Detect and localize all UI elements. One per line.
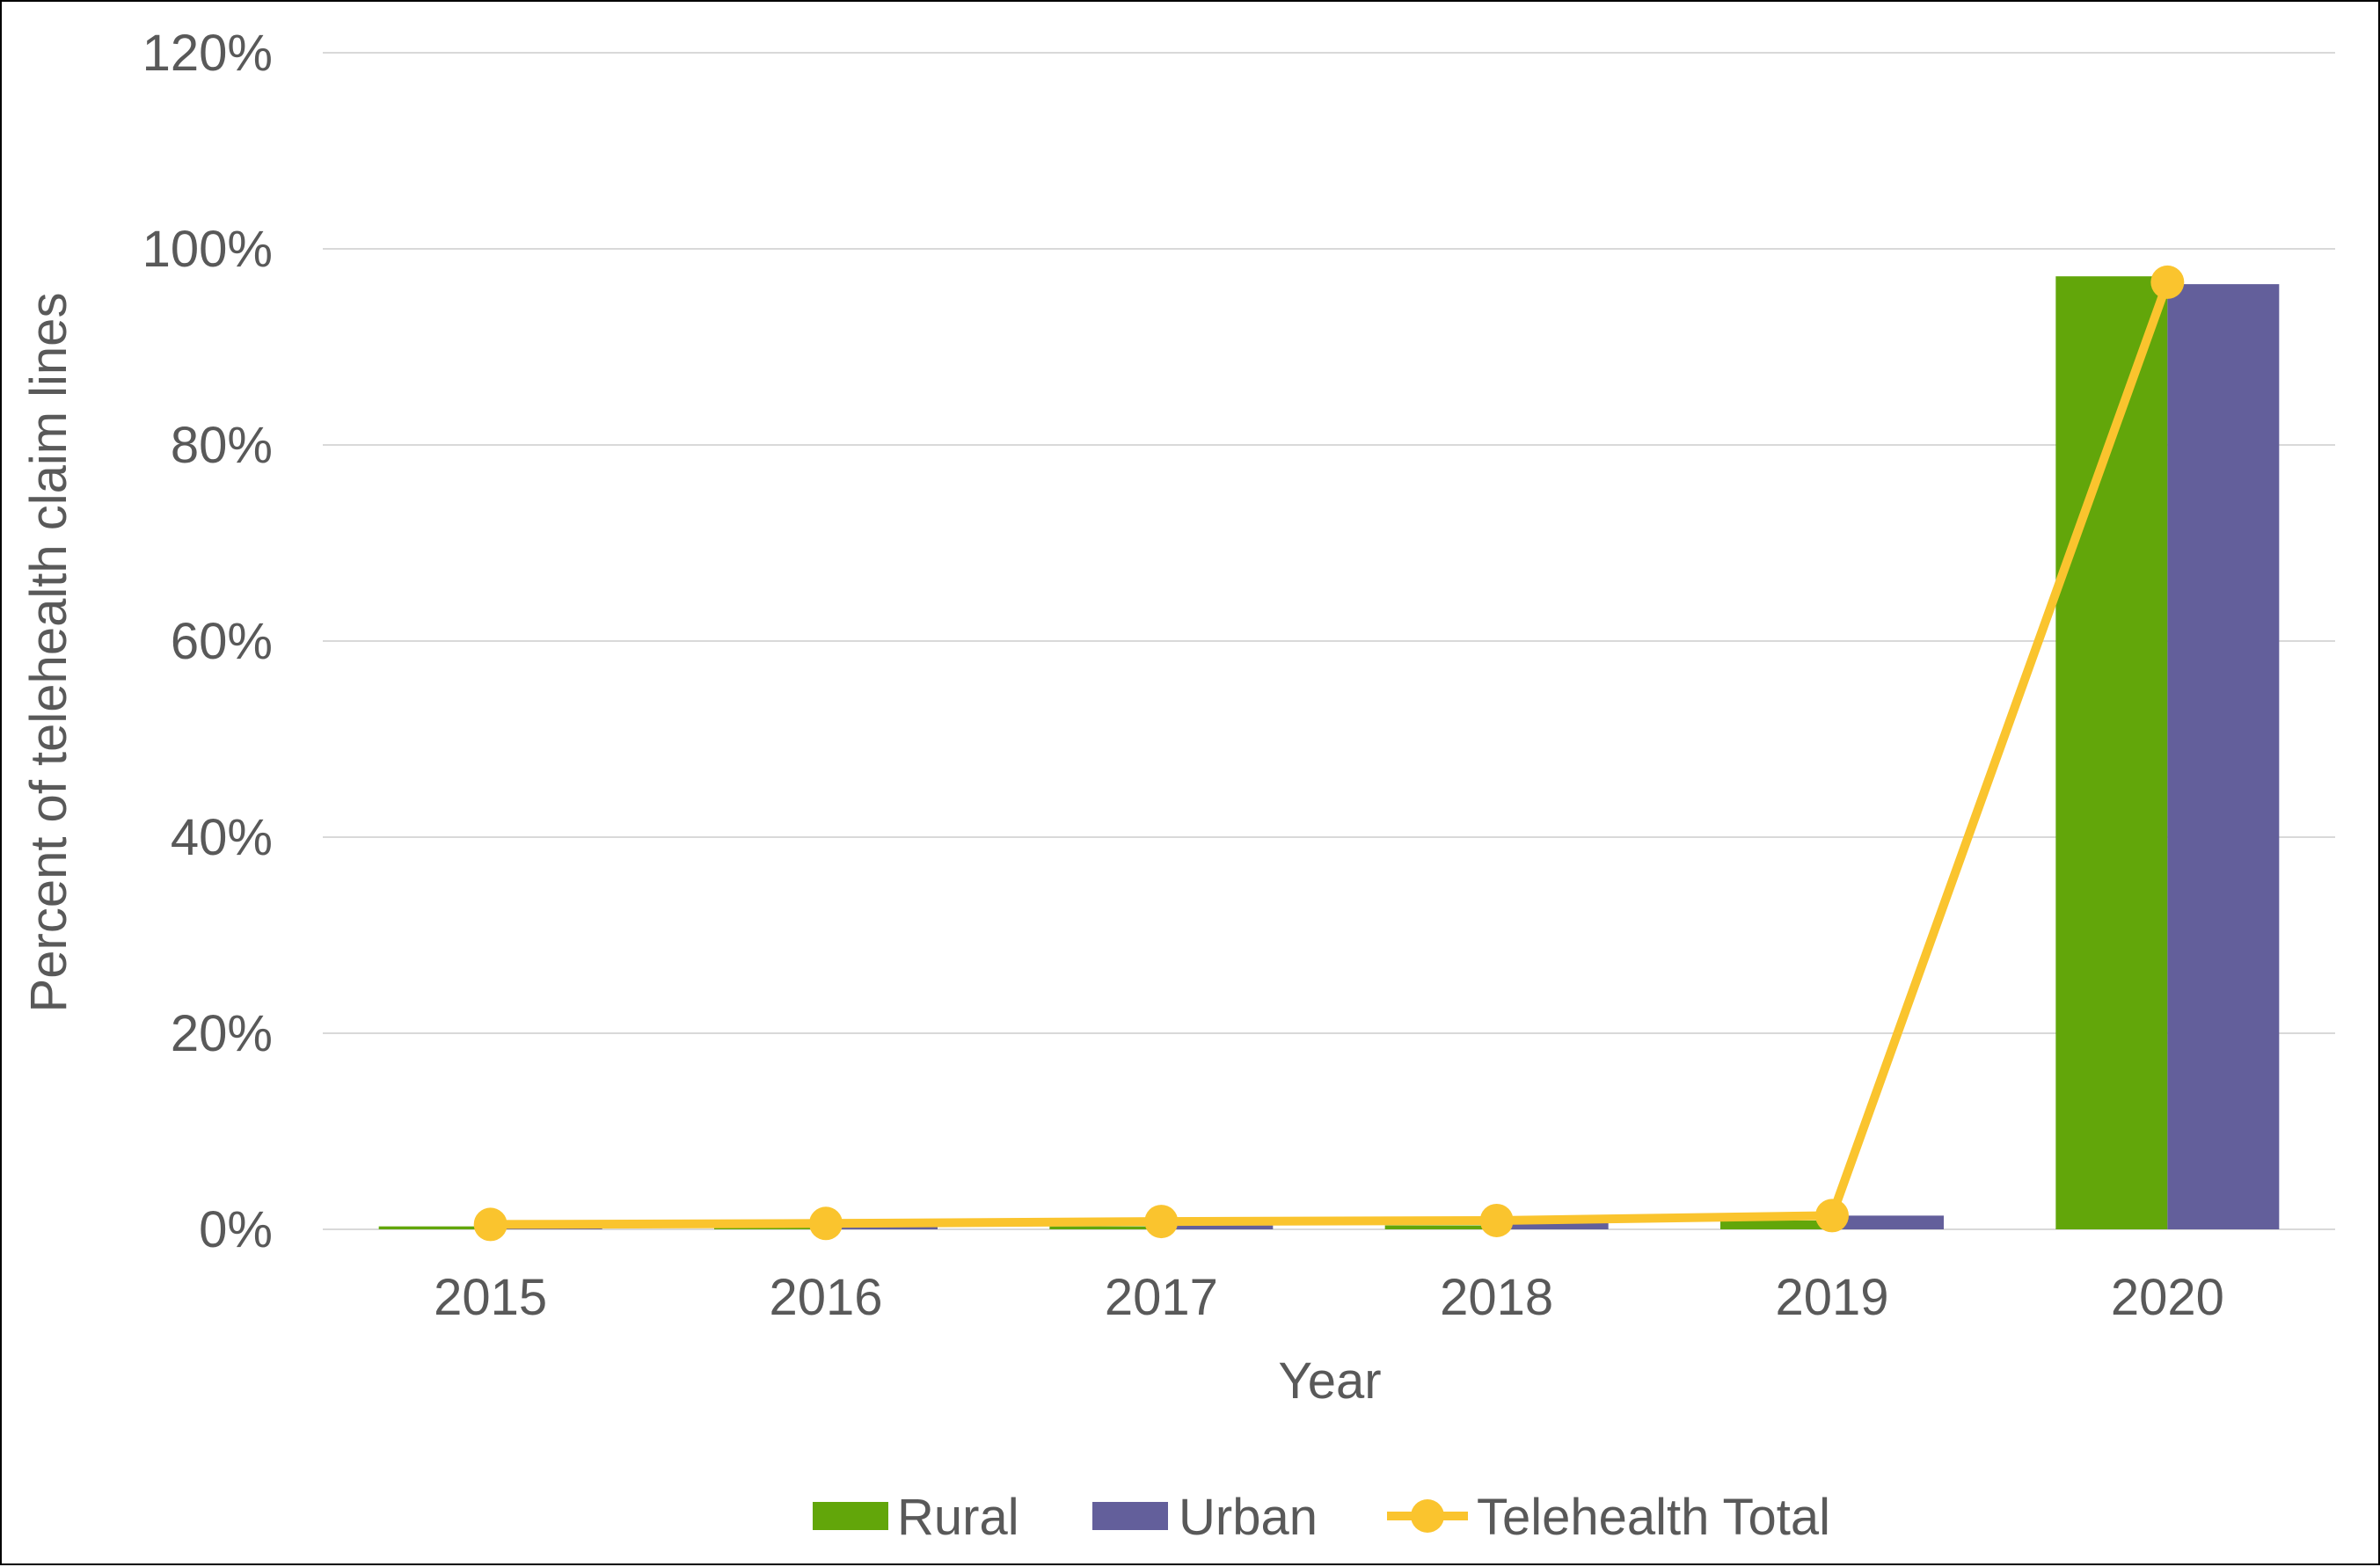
legend-swatch (1092, 1502, 1168, 1530)
y-tick-label: 0% (199, 1201, 273, 1258)
bar-rural-2018 (1384, 1225, 1497, 1229)
x-tick-label: 2019 (1775, 1269, 1888, 1326)
legend: Rural Urban Telehealth Total (813, 1489, 1830, 1546)
y-tick-label: 60% (171, 613, 273, 670)
x-tick-label: 2017 (1105, 1269, 1218, 1326)
point-telehealth-total-2016 (809, 1206, 843, 1241)
y-tick-label: 100% (142, 221, 273, 278)
x-tick-label: 2015 (434, 1269, 547, 1326)
legend-item-telehealth-total: Telehealth Total (1387, 1489, 1830, 1546)
bar-rural-2017 (1049, 1226, 1162, 1229)
bar-rural-2020 (2055, 276, 2168, 1230)
total-line (473, 265, 2185, 1242)
point-telehealth-total-2017 (1144, 1205, 1179, 1239)
y-axis-ticks: 0% 20% 40% 60% 80% 100% 120% (142, 25, 273, 1258)
legend-swatch (813, 1502, 888, 1530)
y-axis-title: Percent of telehealth claim lines (20, 293, 77, 1013)
bar-rural-2015 (378, 1226, 491, 1229)
legend-item-urban: Urban (1092, 1489, 1318, 1546)
bar-urban-2017 (1161, 1225, 1274, 1229)
point-telehealth-total-2018 (1479, 1203, 1514, 1237)
bar-urban-2019 (1832, 1215, 1944, 1229)
point-telehealth-total-2019 (1815, 1199, 1849, 1233)
x-tick-label: 2020 (2111, 1269, 2224, 1326)
x-tick-label: 2016 (769, 1269, 882, 1326)
bar-urban-2018 (1496, 1221, 1609, 1229)
bars (378, 276, 2280, 1230)
legend-label: Urban (1179, 1489, 1318, 1546)
y-tick-label: 80% (171, 417, 273, 474)
gridlines (323, 52, 2335, 1230)
bar-rural-2016 (714, 1227, 826, 1229)
line-telehealth-total (490, 281, 2172, 1229)
x-tick-label: 2018 (1440, 1269, 1553, 1326)
y-tick-label: 20% (171, 1005, 273, 1062)
y-tick-label: 120% (142, 25, 273, 82)
legend-swatch-marker (1411, 1499, 1444, 1533)
legend-label: Telehealth Total (1477, 1489, 1830, 1546)
legend-item-rural: Rural (813, 1489, 1019, 1546)
y-tick-label: 40% (171, 809, 273, 866)
legend-label: Rural (897, 1489, 1019, 1546)
bar-urban-2016 (826, 1226, 938, 1229)
point-telehealth-total-2015 (473, 1207, 507, 1242)
point-telehealth-total-2020 (2150, 265, 2185, 299)
bar-urban-2020 (2167, 284, 2280, 1229)
bar-rural-2019 (1720, 1220, 1832, 1229)
x-axis-title: Year (1278, 1352, 1381, 1410)
x-axis-ticks: 2015 2016 2017 2018 2019 2020 (434, 1269, 2224, 1326)
